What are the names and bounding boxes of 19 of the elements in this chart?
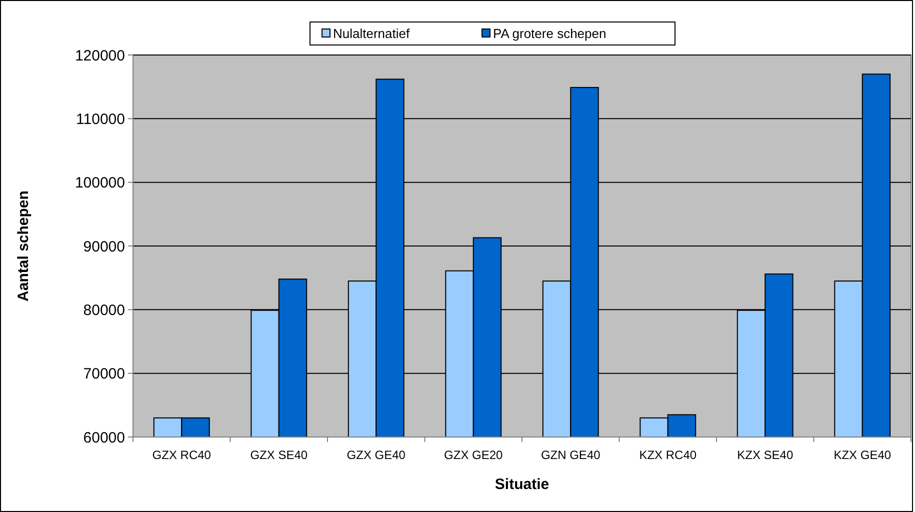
x-tick-label: GZX GE40 [346,448,406,462]
y-tick-label: 60000 [83,429,125,446]
y-tick-label: 70000 [83,366,125,383]
x-tick-label: GZX GE20 [444,448,504,462]
y-tick-label: 90000 [83,238,125,256]
y-tick-label: 100000 [74,174,125,192]
x-tick-label: KZX SE40 [737,448,794,462]
x-tick-label: KZX RC40 [639,448,697,462]
x-tick-label: GZX SE40 [250,448,308,462]
x-axis-title: Situatie [494,476,550,493]
legend-label: PA grotere schepen [493,26,606,41]
legend-label: Nulalternatief [333,26,410,41]
y-axis-title: Aantal schepen [15,190,32,302]
x-tick-label: KZX GE40 [834,448,892,462]
y-tick-label: 80000 [83,302,125,319]
y-tick-label: 110000 [76,110,125,128]
x-tick-label: GZX RC40 [152,448,212,462]
y-tick-label: 120000 [74,47,125,64]
x-tick-label: GZN GE40 [540,448,601,462]
